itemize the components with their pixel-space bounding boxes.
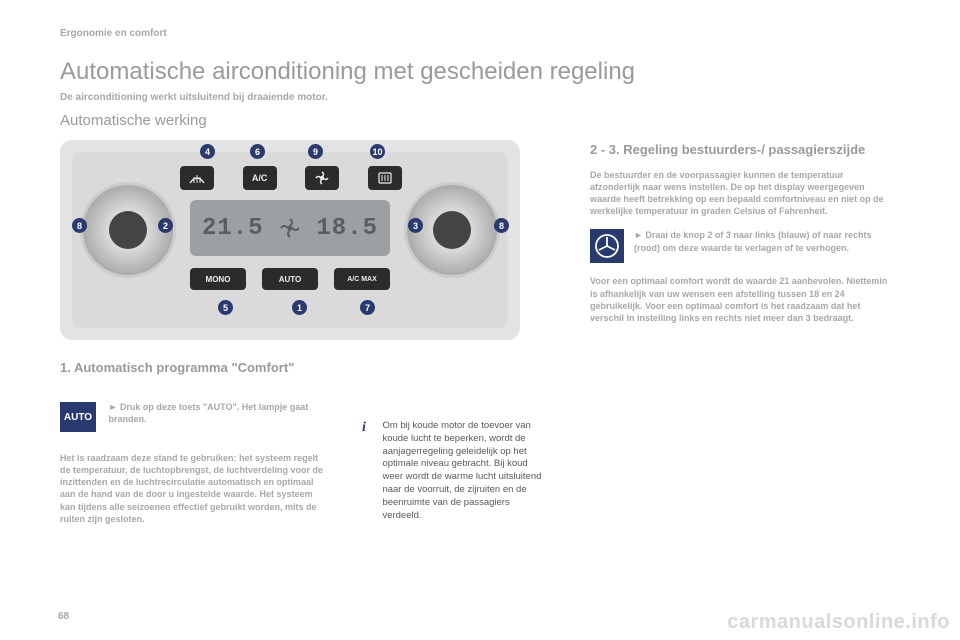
knob-instruction-block: ► Draai de knop 2 of 3 naar links (blauw…	[590, 229, 890, 263]
callout-4: 4	[200, 144, 215, 159]
info-text: Om bij koude motor de toevoer van koude …	[382, 420, 550, 523]
knob-instruction-text: ► Draai de knop 2 of 3 naar links (blauw…	[634, 229, 890, 253]
hvac-bottom-buttons: MONO AUTO A/C MAX	[190, 268, 390, 292]
subsection-2-3: 2 - 3. Regeling bestuurders-/ passagiers…	[590, 142, 890, 324]
callout-9: 9	[308, 144, 323, 159]
section-title-auto-operation: Automatische werking	[60, 112, 207, 129]
ac-button: A/C	[243, 166, 277, 190]
auto-instruction-text: ► Druk op deze toets "AUTO". Het lampje …	[108, 402, 348, 425]
chapter-heading: Ergonomie en comfort	[60, 28, 167, 39]
callout-2: 2	[158, 218, 173, 233]
lcd-fan-icon	[279, 217, 301, 239]
info-note: i Om bij koude motor de toevoer van koud…	[362, 420, 554, 523]
auto-icon: AUTO	[60, 402, 96, 432]
mono-button: MONO	[190, 268, 246, 290]
dial-knob-icon	[433, 211, 471, 249]
callout-8-left: 8	[72, 218, 87, 233]
watermark: carmanualsonline.info	[727, 611, 950, 634]
subsection-1-body: Het is raadzaam deze stand te gebruiken:…	[60, 452, 330, 525]
lcd-temp-left: 21.5	[202, 215, 264, 242]
page-subtitle: De airconditioning werkt uitsluitend bij…	[60, 92, 328, 103]
callout-8-right: 8	[494, 218, 509, 233]
info-icon: i	[362, 420, 378, 436]
defrost-front-button-icon	[180, 166, 214, 190]
subsection-1-title: 1. Automatisch programma "Comfort"	[60, 360, 320, 375]
knob-icon	[590, 229, 624, 263]
subsection-2-3-body: Voor een optimaal comfort wordt de waard…	[590, 275, 890, 324]
callout-10: 10	[370, 144, 385, 159]
hvac-top-buttons: A/C	[180, 166, 402, 192]
callout-7: 7	[360, 300, 375, 315]
defrost-rear-button-icon	[368, 166, 402, 190]
auto-instruction-block: AUTO ► Druk op deze toets "AUTO". Het la…	[60, 402, 360, 432]
subsection-2-3-title: 2 - 3. Regeling bestuurders-/ passagiers…	[590, 142, 890, 159]
callout-1: 1	[292, 300, 307, 315]
callout-6: 6	[250, 144, 265, 159]
hvac-lcd-display: 21.5 18.5	[190, 200, 390, 256]
fan-button-icon	[305, 166, 339, 190]
callout-3: 3	[408, 218, 423, 233]
dial-knob-icon	[109, 211, 147, 249]
ac-max-button: A/C MAX	[334, 268, 390, 290]
subsection-2-3-intro: De bestuurder en de voorpassagier kunnen…	[590, 169, 890, 218]
hvac-panel-illustration: A/C 21.5 18.5 MONO AUTO A/C MAX 4 6 9 10…	[60, 140, 520, 340]
page-title: Automatische airconditioning met geschei…	[60, 58, 635, 86]
lcd-temp-right: 18.5	[316, 215, 378, 242]
page-number: 68	[58, 611, 69, 622]
callout-5: 5	[218, 300, 233, 315]
auto-button: AUTO	[262, 268, 318, 290]
page-root: Ergonomie en comfort Automatische aircon…	[0, 0, 960, 640]
